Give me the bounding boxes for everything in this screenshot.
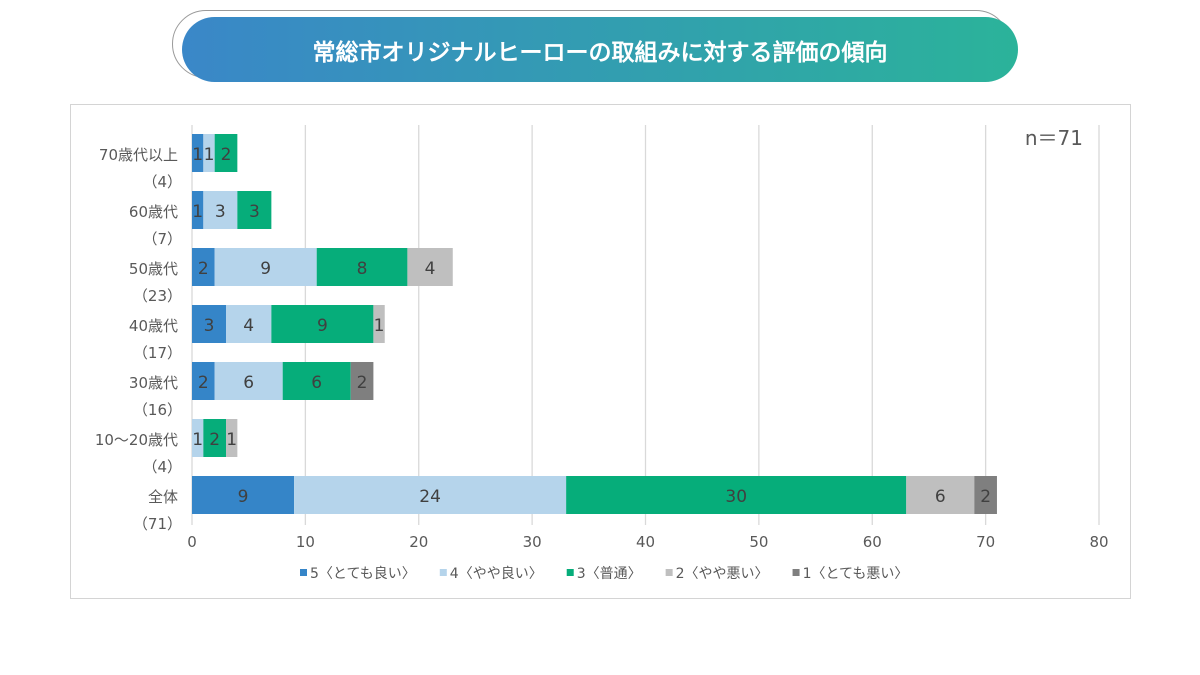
data-label: 1	[192, 430, 203, 450]
bar-segment	[192, 362, 215, 400]
data-label: 6	[935, 487, 946, 507]
sample-size-annotation: n＝71	[1025, 126, 1083, 150]
category-count-label: （17）	[133, 344, 182, 362]
data-label: 2	[198, 259, 209, 279]
data-label: 8	[357, 259, 368, 279]
category-count-label: （4）	[142, 458, 182, 476]
bar-segment	[974, 476, 997, 514]
data-label: 1	[226, 430, 237, 450]
data-label: 3	[204, 316, 215, 336]
data-label: 3	[215, 202, 226, 222]
x-tick-label: 80	[1089, 533, 1108, 551]
bar-segment	[203, 419, 227, 457]
data-label: 9	[260, 259, 271, 279]
category-label: 60歳代	[129, 203, 178, 221]
bar-segment	[566, 476, 907, 514]
category-label: 全体	[148, 488, 178, 506]
legend-label: 2〈やや悪い〉	[676, 566, 769, 582]
bar-segment	[214, 362, 283, 400]
data-label: 9	[238, 487, 249, 507]
legend-label: 5〈とても良い〉	[310, 566, 416, 582]
bar-segment	[203, 191, 238, 229]
x-tick-label: 20	[409, 533, 428, 551]
x-tick-label: 10	[296, 533, 315, 551]
data-label: 4	[425, 259, 436, 279]
bar-segment	[282, 362, 351, 400]
legend-label: 3〈普通〉	[577, 566, 642, 582]
bar-segment	[237, 191, 272, 229]
data-label: 6	[243, 373, 254, 393]
data-label: 30	[725, 487, 747, 507]
data-label: 1	[192, 145, 203, 165]
category-count-label: （23）	[133, 287, 182, 305]
bar-segment	[192, 419, 204, 457]
data-label: 1	[374, 316, 385, 336]
category-label: 10～20歳代	[95, 431, 178, 449]
legend-swatch	[300, 569, 307, 576]
category-label: 30歳代	[129, 374, 178, 392]
legend-label: 4〈やや良い〉	[450, 566, 543, 582]
data-label: 2	[357, 373, 368, 393]
x-tick-label: 0	[187, 533, 197, 551]
data-label: 2	[209, 430, 220, 450]
data-label: 6	[311, 373, 322, 393]
category-count-label: （4）	[142, 173, 182, 191]
bar-segment	[407, 248, 453, 286]
chart-title: 常総市オリジナルヒーローの取組みに対する評価の傾向	[182, 17, 1018, 82]
x-tick-label: 40	[636, 533, 655, 551]
bar-segment	[350, 362, 374, 400]
bar-segment	[192, 134, 204, 172]
data-label: 4	[243, 316, 254, 336]
chart-frame	[70, 104, 1131, 599]
bar-segment	[192, 191, 204, 229]
bar-segment	[271, 305, 374, 343]
legend-label: 1〈とても悪い〉	[803, 566, 909, 582]
bar-segment	[203, 134, 215, 172]
data-label: 24	[419, 487, 441, 507]
bar-segment	[192, 476, 295, 514]
bar-segment	[214, 134, 238, 172]
legend-swatch	[439, 569, 447, 576]
bar-segment	[226, 305, 272, 343]
category-label: 40歳代	[129, 317, 178, 335]
data-label: 9	[317, 316, 328, 336]
x-tick-label: 30	[523, 533, 542, 551]
bar-segment	[192, 305, 227, 343]
category-label: 70歳代以上	[99, 146, 178, 164]
bar-segment	[214, 248, 317, 286]
bar-segment	[316, 248, 408, 286]
bar-segment	[906, 476, 975, 514]
data-label: 2	[221, 145, 232, 165]
data-label: 1	[192, 202, 203, 222]
bar-segment	[294, 476, 567, 514]
x-tick-label: 50	[749, 533, 768, 551]
data-label: 2	[198, 373, 209, 393]
category-count-label: （71）	[133, 515, 182, 533]
bar-segment	[192, 248, 215, 286]
category-count-label: （16）	[133, 401, 182, 419]
bar-segment	[373, 305, 385, 343]
category-count-label: （7）	[142, 230, 182, 248]
x-tick-label: 70	[976, 533, 995, 551]
category-label: 50歳代	[129, 260, 178, 278]
x-tick-label: 60	[863, 533, 882, 551]
legend-swatch	[665, 569, 673, 576]
data-label: 2	[980, 487, 991, 507]
data-label: 3	[249, 202, 260, 222]
legend-swatch	[792, 569, 800, 576]
data-label: 1	[204, 145, 215, 165]
bar-segment	[226, 419, 238, 457]
legend-swatch	[566, 569, 574, 576]
